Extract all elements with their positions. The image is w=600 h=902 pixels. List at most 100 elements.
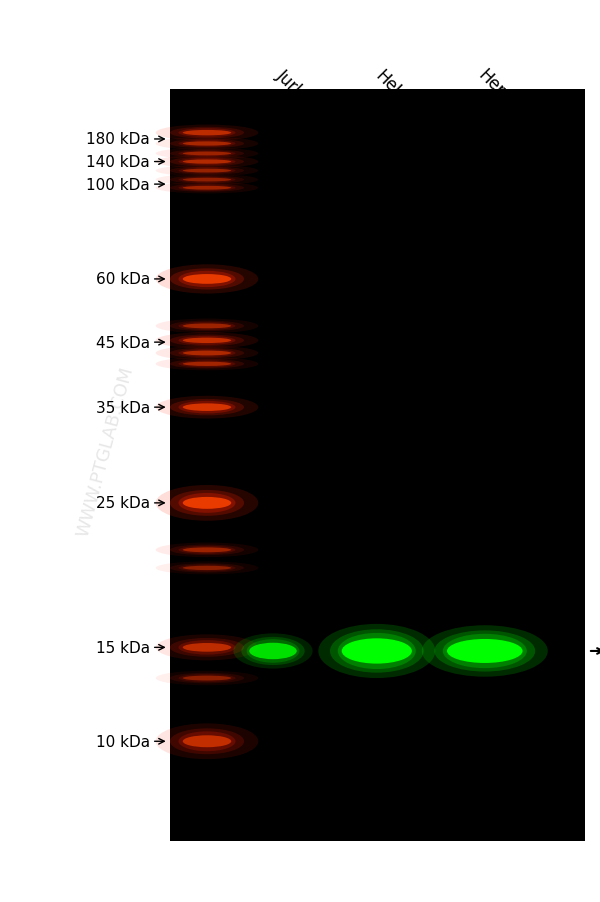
- Ellipse shape: [183, 735, 231, 748]
- Ellipse shape: [179, 732, 235, 751]
- Ellipse shape: [443, 634, 527, 668]
- Text: HeLa: HeLa: [372, 67, 415, 109]
- Ellipse shape: [170, 564, 244, 573]
- Ellipse shape: [183, 676, 231, 681]
- Ellipse shape: [179, 159, 235, 166]
- Ellipse shape: [183, 131, 231, 136]
- Ellipse shape: [179, 272, 235, 288]
- Ellipse shape: [170, 639, 244, 657]
- Ellipse shape: [155, 358, 258, 371]
- Text: HepG2: HepG2: [474, 67, 527, 119]
- Ellipse shape: [170, 176, 244, 185]
- Text: 35 kDa: 35 kDa: [96, 400, 150, 415]
- Ellipse shape: [183, 548, 231, 553]
- Ellipse shape: [155, 543, 258, 557]
- Ellipse shape: [447, 640, 523, 663]
- Ellipse shape: [179, 336, 235, 345]
- Ellipse shape: [170, 348, 244, 359]
- Ellipse shape: [183, 566, 231, 570]
- Ellipse shape: [233, 633, 313, 668]
- Ellipse shape: [183, 143, 231, 146]
- Ellipse shape: [155, 138, 258, 151]
- Ellipse shape: [183, 351, 231, 356]
- Ellipse shape: [155, 156, 258, 169]
- Ellipse shape: [170, 491, 244, 516]
- Ellipse shape: [179, 565, 235, 572]
- Ellipse shape: [179, 401, 235, 414]
- Ellipse shape: [155, 149, 258, 160]
- Ellipse shape: [179, 350, 235, 357]
- Ellipse shape: [422, 626, 548, 676]
- Ellipse shape: [183, 275, 231, 284]
- Ellipse shape: [170, 127, 244, 139]
- Ellipse shape: [155, 166, 258, 177]
- Ellipse shape: [179, 361, 235, 368]
- Text: 15 kDa: 15 kDa: [96, 640, 150, 655]
- Ellipse shape: [179, 186, 235, 191]
- Ellipse shape: [155, 562, 258, 575]
- Ellipse shape: [179, 141, 235, 148]
- Text: 60 kDa: 60 kDa: [96, 272, 150, 287]
- Ellipse shape: [155, 333, 258, 349]
- Ellipse shape: [170, 167, 244, 176]
- Ellipse shape: [155, 346, 258, 361]
- Ellipse shape: [179, 151, 235, 157]
- Ellipse shape: [179, 493, 235, 513]
- Ellipse shape: [179, 675, 235, 682]
- Ellipse shape: [170, 184, 244, 193]
- Ellipse shape: [155, 396, 258, 419]
- Ellipse shape: [170, 269, 244, 290]
- Ellipse shape: [249, 643, 297, 659]
- Ellipse shape: [330, 630, 424, 673]
- Ellipse shape: [434, 630, 535, 672]
- Ellipse shape: [170, 729, 244, 754]
- Ellipse shape: [241, 637, 305, 666]
- Ellipse shape: [183, 187, 231, 190]
- Ellipse shape: [319, 624, 436, 678]
- Ellipse shape: [170, 545, 244, 556]
- Ellipse shape: [170, 321, 244, 332]
- Ellipse shape: [170, 158, 244, 167]
- Ellipse shape: [338, 633, 416, 669]
- Ellipse shape: [179, 177, 235, 183]
- Ellipse shape: [179, 129, 235, 138]
- Ellipse shape: [183, 161, 231, 164]
- Text: 10 kDa: 10 kDa: [96, 734, 150, 749]
- Ellipse shape: [179, 547, 235, 554]
- Text: 180 kDa: 180 kDa: [86, 133, 150, 147]
- Ellipse shape: [155, 671, 258, 686]
- Ellipse shape: [183, 404, 231, 411]
- Ellipse shape: [155, 723, 258, 759]
- Bar: [170, 90, 585, 841]
- Ellipse shape: [170, 335, 244, 346]
- Ellipse shape: [170, 360, 244, 369]
- Ellipse shape: [155, 125, 258, 142]
- Ellipse shape: [179, 323, 235, 331]
- Ellipse shape: [155, 485, 258, 521]
- Ellipse shape: [179, 640, 235, 655]
- Ellipse shape: [170, 673, 244, 684]
- Ellipse shape: [183, 363, 231, 366]
- Ellipse shape: [183, 324, 231, 329]
- Ellipse shape: [342, 639, 412, 664]
- Text: 140 kDa: 140 kDa: [86, 155, 150, 170]
- Ellipse shape: [170, 140, 244, 149]
- Ellipse shape: [155, 175, 258, 186]
- Ellipse shape: [155, 319, 258, 334]
- Text: 100 kDa: 100 kDa: [86, 178, 150, 192]
- Text: Jurkat: Jurkat: [273, 67, 320, 114]
- Ellipse shape: [155, 183, 258, 194]
- Ellipse shape: [155, 635, 258, 660]
- Text: 25 kDa: 25 kDa: [96, 496, 150, 511]
- Ellipse shape: [183, 152, 231, 156]
- Ellipse shape: [183, 338, 231, 344]
- Ellipse shape: [183, 170, 231, 173]
- Ellipse shape: [170, 400, 244, 416]
- Text: 45 kDa: 45 kDa: [96, 336, 150, 350]
- Ellipse shape: [183, 179, 231, 182]
- Ellipse shape: [155, 265, 258, 294]
- Ellipse shape: [183, 497, 231, 510]
- Ellipse shape: [179, 168, 235, 174]
- Ellipse shape: [170, 150, 244, 159]
- Text: WWW.PTGLAB.COM: WWW.PTGLAB.COM: [74, 364, 136, 538]
